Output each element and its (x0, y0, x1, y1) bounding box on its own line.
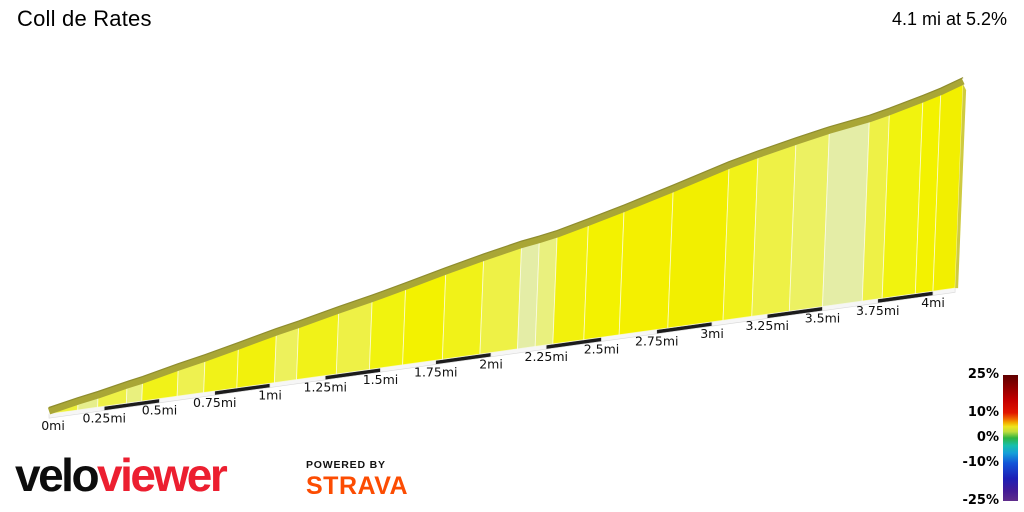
gradient-segment (479, 246, 522, 355)
gradient-legend-label: 25% (967, 367, 999, 382)
veloviewer-logo-velo: velo (15, 449, 100, 501)
mile-tick-label: 2.5mi (584, 341, 620, 356)
gradient-legend-label: 10% (967, 404, 999, 420)
gradient-segment (822, 121, 870, 308)
veloviewer-logo: veloviewer (15, 449, 228, 501)
gradient-segment (583, 210, 625, 341)
gradient-legend-label: 0% (976, 430, 999, 445)
mile-tick-label: 2.25mi (525, 349, 568, 364)
veloviewer-logo-viewer: viewer (97, 449, 228, 501)
climb-summary: 4.1 mi at 5.2% (891, 9, 1007, 29)
mile-tick-label: 0.25mi (83, 410, 126, 425)
profile-top-ridge (47, 77, 965, 415)
mile-tick-label: 0mi (41, 418, 65, 433)
gradient-segment (552, 224, 589, 345)
profile-top-ridge-edge (48, 77, 964, 409)
gradient-segment (751, 143, 797, 317)
mile-tick-label: 2.75mi (635, 334, 678, 349)
powered-by-label: POWERED BY (306, 459, 386, 471)
mile-tick-label: 3.75mi (856, 303, 899, 318)
gradient-legend-bar (1003, 375, 1018, 501)
gradient-legend-label: -25% (962, 493, 999, 508)
mile-tick-label: 1.25mi (304, 380, 347, 395)
mile-tick-label: 0.5mi (142, 403, 178, 418)
mile-tick-label: 3mi (700, 326, 724, 341)
page-title: Coll de Rates (17, 6, 152, 31)
mile-tick-label: 0.75mi (193, 395, 236, 410)
strava-wordmark: STRAVA (306, 472, 409, 500)
gradient-legend-label: -10% (962, 455, 999, 471)
mile-tick-label: 1.5mi (363, 372, 399, 387)
mile-tick-label: 2mi (479, 357, 503, 372)
profile-right-cap (955, 84, 967, 289)
mile-tick-label: 4mi (921, 295, 945, 310)
gradient-segment (667, 167, 730, 329)
gradient-segment (441, 259, 485, 360)
mile-tick-label: 3.25mi (746, 318, 789, 333)
mile-tick-label: 3.5mi (805, 311, 841, 326)
strava-attribution: POWERED BY STRAVA (306, 459, 408, 501)
mile-tick-label: 1.75mi (414, 364, 457, 379)
gradient-segment (618, 190, 674, 336)
gradient-segment (273, 326, 300, 384)
mile-tick-label: 1mi (258, 387, 282, 402)
gradient-segment (368, 288, 407, 371)
